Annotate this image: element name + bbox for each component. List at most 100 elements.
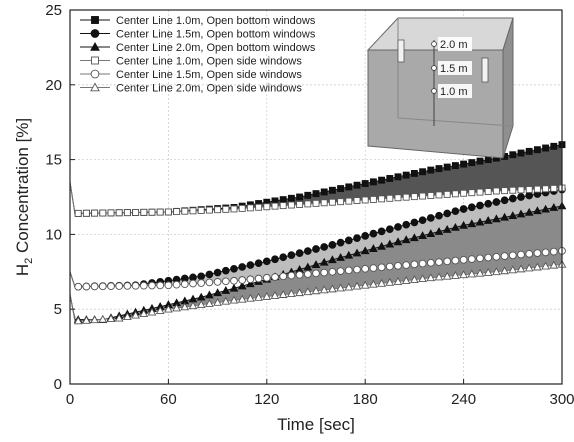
data-point-series-1 — [476, 201, 484, 210]
data-point-series-4 — [377, 263, 386, 272]
data-point-series-3 — [410, 193, 418, 201]
data-point-series-5 — [303, 287, 313, 296]
data-point-series-4 — [123, 282, 132, 290]
data-point-series-4 — [279, 272, 288, 281]
data-point-series-0 — [353, 181, 361, 189]
data-point-series-2 — [516, 209, 526, 218]
data-point-series-3 — [189, 207, 197, 215]
legend-marker-1 — [90, 29, 100, 38]
data-point-series-5 — [196, 300, 206, 309]
data-point-series-5 — [139, 309, 149, 318]
data-point-series-1 — [230, 264, 238, 273]
data-point-series-3 — [501, 187, 509, 195]
data-point-series-3 — [214, 206, 222, 214]
data-point-series-1 — [353, 234, 361, 242]
data-point-series-1 — [271, 255, 279, 264]
data-point-series-4 — [90, 282, 99, 291]
data-point-series-3 — [320, 199, 328, 207]
data-point-series-2 — [410, 233, 419, 242]
data-point-series-4 — [484, 253, 493, 262]
data-point-series-0 — [312, 190, 320, 198]
inset-back-edge-bottom — [397, 117, 514, 127]
legend-marker-0 — [91, 16, 99, 24]
data-point-series-1 — [385, 225, 394, 234]
data-point-series-4 — [74, 282, 83, 291]
data-point-series-3 — [353, 197, 361, 205]
data-point-series-4 — [197, 279, 206, 287]
data-point-series-4 — [508, 251, 517, 260]
data-point-series-5 — [508, 265, 518, 274]
data-point-series-5 — [131, 310, 140, 319]
data-point-series-4 — [385, 262, 394, 271]
data-point-series-4 — [295, 270, 304, 279]
plot-frame — [69, 9, 563, 385]
data-point-series-1 — [197, 272, 206, 281]
legend-marker-3 — [91, 56, 99, 65]
data-point-series-1 — [262, 257, 271, 266]
inset-label-bg-2m — [438, 37, 472, 51]
legend: Center Line 1.0m, Open bottom windows Cen… — [80, 15, 316, 95]
data-point-series-0 — [460, 160, 468, 168]
data-point-series-0 — [451, 162, 459, 170]
x-tick-label: 0 — [66, 391, 74, 408]
data-point-series-5 — [270, 291, 280, 299]
data-point-series-4 — [254, 274, 263, 283]
data-point-series-3 — [246, 204, 254, 212]
axis-ticks: 0 60 120 180 240 300 0 5 10 15 20 25 — [45, 2, 574, 408]
data-point-series-5 — [533, 262, 542, 271]
data-point-series-5 — [442, 271, 452, 280]
data-point-series-3 — [525, 186, 533, 193]
data-point-series-3 — [427, 192, 435, 199]
data-point-series-4 — [312, 269, 320, 278]
data-point-series-2 — [401, 235, 411, 244]
data-point-series-3 — [99, 209, 107, 217]
data-point-series-3 — [443, 190, 451, 198]
data-point-series-5 — [360, 280, 370, 289]
data-point-series-4 — [402, 261, 411, 269]
data-point-series-4 — [238, 276, 247, 284]
data-point-series-5 — [73, 316, 83, 325]
data-point-series-2 — [492, 214, 501, 223]
data-point-series-4 — [435, 258, 443, 266]
data-point-series-2 — [467, 219, 477, 228]
data-point-series-2 — [303, 262, 313, 271]
data-point-series-3 — [148, 208, 156, 216]
data-point-series-2 — [360, 246, 370, 255]
legend-label-5: Center Line 2.0m, Open side windows — [116, 83, 302, 95]
data-point-series-1 — [303, 247, 312, 255]
data-point-series-5 — [123, 312, 132, 321]
inset-point-2m — [431, 41, 437, 47]
data-point-series-2 — [344, 250, 354, 259]
data-point-series-4 — [148, 281, 156, 290]
data-point-series-4 — [156, 281, 165, 290]
data-point-series-0 — [287, 194, 295, 202]
data-point-series-1 — [312, 245, 320, 253]
data-point-series-0 — [533, 146, 541, 154]
data-point-series-4 — [353, 265, 361, 274]
data-point-series-0 — [402, 171, 410, 179]
data-point-series-1 — [525, 191, 534, 200]
data-point-series-4 — [107, 282, 115, 291]
data-point-series-5 — [155, 306, 165, 315]
data-point-series-0 — [435, 165, 443, 173]
data-point-series-3 — [140, 208, 148, 216]
data-point-series-2 — [237, 281, 247, 290]
y-axis-label-main: H — [13, 264, 32, 276]
data-point-series-4 — [230, 276, 238, 285]
data-point-series-2 — [508, 211, 518, 220]
data-point-series-4 — [541, 248, 550, 257]
y-tick-label: 25 — [45, 2, 62, 19]
data-point-series-1 — [426, 214, 435, 222]
y-tick-label: 15 — [45, 152, 62, 169]
data-point-series-3 — [115, 209, 123, 217]
data-point-series-3 — [74, 209, 82, 217]
data-point-series-5 — [549, 260, 559, 269]
data-point-series-5 — [541, 261, 550, 270]
data-point-series-1 — [279, 253, 288, 262]
data-point-series-3 — [132, 209, 140, 216]
data-point-series-4 — [180, 280, 189, 288]
data-point-series-0 — [386, 175, 394, 182]
data-point-series-3 — [279, 202, 287, 210]
data-point-series-3 — [419, 192, 427, 200]
data-point-series-3 — [222, 205, 230, 213]
